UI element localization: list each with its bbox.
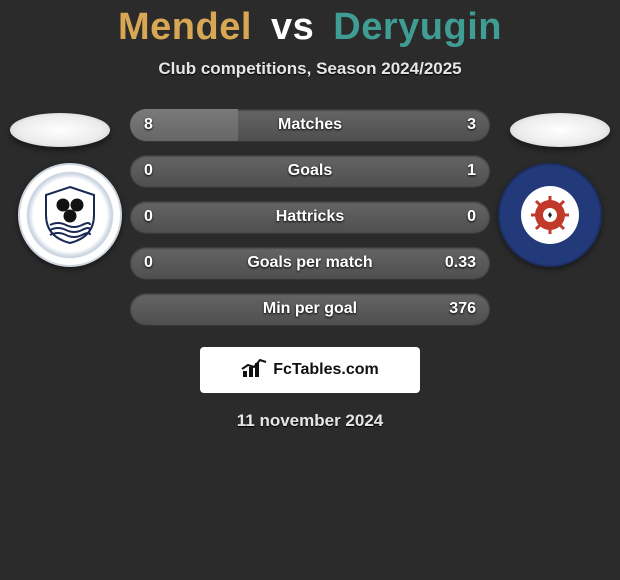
title-player2: Deryugin: [333, 6, 502, 48]
bar-matches-right-value: 3: [467, 116, 476, 134]
bar-goals-label: Goals: [288, 162, 332, 180]
left-ellipse-decor: [10, 113, 110, 147]
bar-mpg-right-value: 376: [449, 300, 476, 318]
bar-gpm-label: Goals per match: [247, 254, 372, 272]
bar-hattricks-left-value: 0: [144, 208, 153, 226]
baltika-shield-icon: [40, 185, 100, 245]
comparison-stage: 8 Matches 3 0 Goals 1 0 Hattricks 0: [0, 109, 620, 325]
bar-goals-left-value: 0: [144, 162, 153, 180]
chart-icon: [241, 357, 267, 384]
title-vs: vs: [271, 6, 314, 48]
bar-mpg: Min per goal 376: [130, 293, 490, 325]
brand-badge[interactable]: FcTables.com: [200, 347, 420, 393]
bar-gpm: 0 Goals per match 0.33: [130, 247, 490, 279]
title-player1: Mendel: [118, 6, 252, 48]
root: Mendel vs Deryugin Club competitions, Se…: [0, 0, 620, 580]
bar-matches-label: Matches: [278, 116, 342, 134]
bar-matches-left-value: 8: [144, 116, 153, 134]
left-team-crest: [18, 163, 122, 267]
bar-hattricks: 0 Hattricks 0: [130, 201, 490, 233]
right-ellipse-decor: [510, 113, 610, 147]
kamaz-inner-icon: [521, 186, 579, 244]
bar-gpm-left-value: 0: [144, 254, 153, 272]
stat-bars: 8 Matches 3 0 Goals 1 0 Hattricks 0: [130, 109, 490, 325]
bar-goals-right-value: 1: [467, 162, 476, 180]
bar-gpm-right-value: 0.33: [445, 254, 476, 272]
bar-goals: 0 Goals 1: [130, 155, 490, 187]
page-title: Mendel vs Deryugin: [118, 6, 502, 49]
brand-label: FcTables.com: [273, 361, 379, 379]
bar-hattricks-right-value: 0: [467, 208, 476, 226]
right-team-crest: [498, 163, 602, 267]
subtitle: Club competitions, Season 2024/2025: [158, 59, 461, 79]
bar-matches: 8 Matches 3: [130, 109, 490, 141]
date-text: 11 november 2024: [237, 411, 383, 431]
bar-hattricks-label: Hattricks: [276, 208, 344, 226]
bar-mpg-label: Min per goal: [263, 300, 357, 318]
